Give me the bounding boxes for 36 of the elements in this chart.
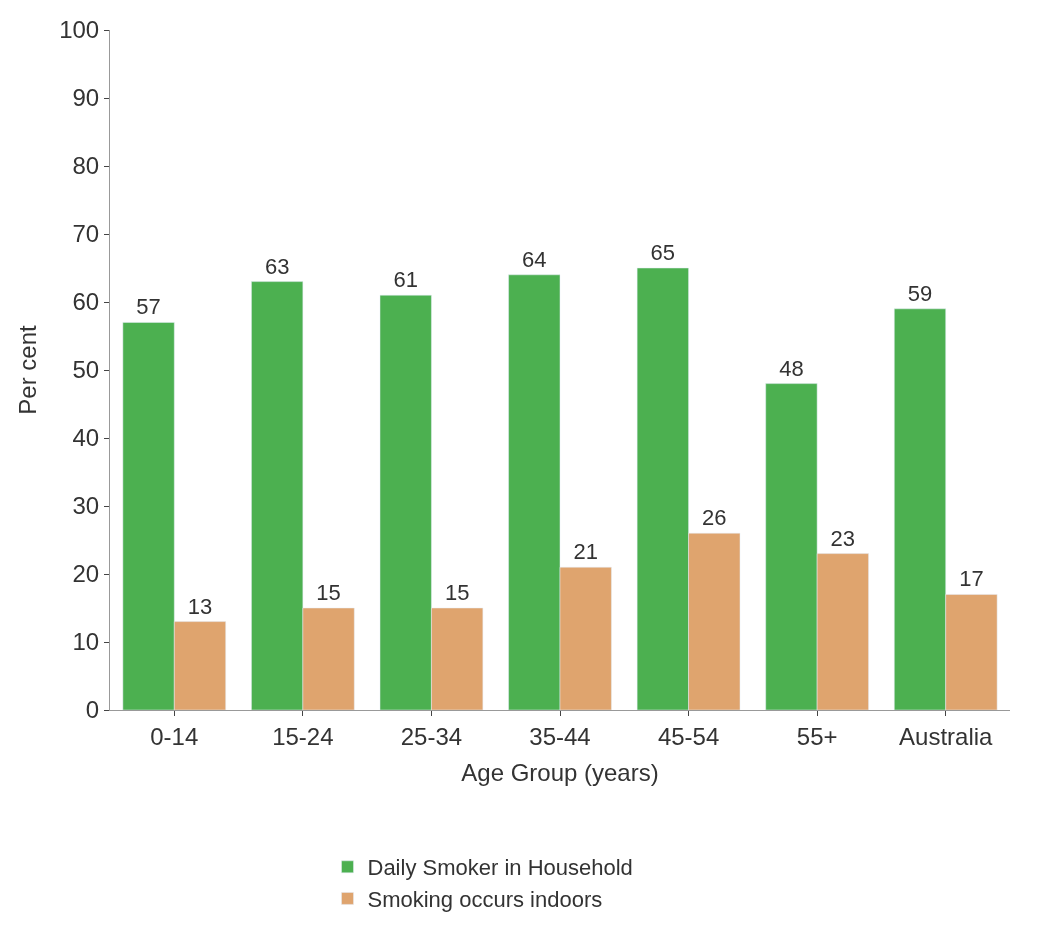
x-tick-label: 35-44 [529,722,591,750]
y-tick-label: 20 [72,560,100,588]
y-axis-title: Per cent [14,324,42,415]
x-tick-label: 25-34 [400,722,463,750]
x-tick-label: 0-14 [150,722,199,750]
data-label: 13 [187,593,213,619]
y-tick-label: 50 [72,356,100,384]
data-label: 23 [830,525,856,551]
data-label: 63 [264,253,290,279]
y-tick-label: 90 [72,84,100,112]
y-tick-label: 0 [85,696,100,724]
y-tick-label: 80 [72,152,100,180]
data-label: 15 [316,580,341,605]
legend-label: Daily Smoker in Household [367,855,633,881]
y-tick-label: 70 [72,220,100,248]
x-tick-label: 55+ [796,722,838,750]
data-label: 26 [702,505,727,531]
y-tick-label: 100 [59,16,100,44]
x-axis-title: Age Group (years) [461,759,659,787]
data-label: 65 [650,240,676,265]
data-label: 59 [907,280,933,306]
y-tick-label: 40 [72,424,100,452]
y-tick-label: 60 [72,288,100,316]
data-label: 61 [393,267,418,293]
x-tick-label: 45-54 [657,722,720,750]
data-label: 21 [573,539,598,565]
data-label: 15 [444,580,470,605]
x-tick-label: 15-24 [272,722,334,750]
data-label: 57 [136,294,161,320]
data-label: 64 [522,246,547,272]
data-label: 17 [959,566,984,592]
y-tick-label: 10 [72,628,100,656]
y-tick-label: 30 [72,492,100,520]
x-tick-label: Australia [899,722,994,750]
data-label: 48 [779,355,804,381]
legend-label: Smoking occurs indoors [367,886,603,912]
